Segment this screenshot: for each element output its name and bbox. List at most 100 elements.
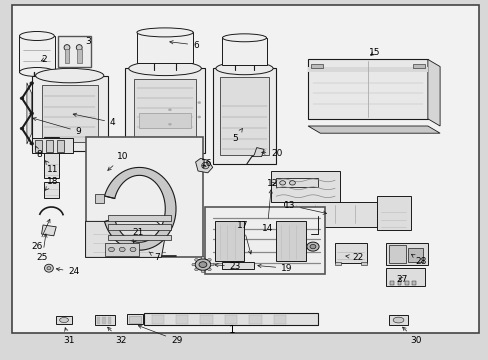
Bar (19, 36, 55, 72)
Bar (35, 140, 42, 152)
Bar (77, 49, 81, 63)
Bar (310, 64, 322, 68)
Bar (411, 281, 415, 285)
Bar (360, 262, 366, 265)
Bar (397, 281, 401, 285)
Text: 6: 6 (169, 41, 199, 50)
Text: 14: 14 (261, 190, 272, 233)
Ellipse shape (201, 270, 204, 273)
Text: 26: 26 (32, 219, 50, 251)
Ellipse shape (210, 264, 214, 266)
Ellipse shape (20, 97, 24, 100)
Text: 16: 16 (200, 159, 212, 168)
Bar (97, 317, 100, 324)
Bar (386, 268, 425, 286)
Ellipse shape (76, 45, 82, 50)
Bar (273, 315, 285, 324)
Text: 20: 20 (261, 149, 282, 158)
Bar (307, 67, 427, 72)
Bar (139, 113, 190, 128)
Ellipse shape (215, 62, 272, 75)
Bar (105, 243, 139, 256)
Text: 22: 22 (345, 253, 363, 262)
Ellipse shape (195, 259, 210, 270)
Text: 15: 15 (368, 48, 380, 57)
Text: 10: 10 (107, 152, 129, 170)
Text: 32: 32 (107, 327, 126, 345)
Bar (107, 235, 171, 240)
Text: 18: 18 (45, 177, 58, 190)
Bar (386, 243, 427, 265)
Text: 25: 25 (37, 234, 48, 262)
Bar (407, 248, 422, 262)
Text: 13: 13 (283, 201, 326, 214)
Bar (388, 315, 407, 325)
Bar (276, 221, 305, 261)
Bar (271, 171, 339, 202)
Bar (32, 138, 73, 153)
Ellipse shape (44, 264, 53, 272)
Ellipse shape (36, 68, 103, 83)
Polygon shape (251, 148, 264, 157)
Text: 27: 27 (395, 275, 407, 284)
Bar (144, 313, 317, 325)
Ellipse shape (199, 262, 206, 267)
Bar (44, 182, 59, 198)
Bar (58, 36, 91, 67)
Bar (124, 68, 205, 153)
Text: 3: 3 (85, 37, 91, 46)
Ellipse shape (201, 162, 208, 169)
Text: 24: 24 (56, 267, 80, 276)
Ellipse shape (279, 181, 285, 185)
Text: 9: 9 (33, 117, 81, 136)
Bar (222, 262, 254, 269)
Bar (46, 140, 53, 152)
Text: 23: 23 (214, 262, 241, 271)
Bar (44, 137, 59, 178)
Ellipse shape (20, 32, 54, 41)
Ellipse shape (201, 256, 204, 259)
Bar (107, 215, 171, 221)
Bar (57, 140, 63, 152)
Ellipse shape (194, 268, 198, 271)
Ellipse shape (60, 318, 68, 323)
Bar (224, 315, 237, 324)
Ellipse shape (64, 45, 70, 50)
Bar (134, 79, 195, 142)
Bar (212, 68, 276, 164)
Ellipse shape (137, 28, 193, 37)
Bar (107, 224, 171, 230)
Polygon shape (27, 83, 32, 144)
Bar (334, 243, 366, 263)
Bar (95, 315, 115, 325)
Bar (215, 221, 244, 261)
Bar (200, 315, 212, 324)
Bar (404, 281, 408, 285)
Text: 12: 12 (266, 179, 277, 188)
Bar (137, 32, 193, 63)
Text: 28: 28 (410, 254, 426, 266)
Bar (176, 315, 188, 324)
Bar (334, 262, 340, 265)
Ellipse shape (119, 247, 125, 252)
Text: 11: 11 (45, 161, 58, 174)
Bar (56, 316, 72, 324)
Ellipse shape (47, 266, 51, 270)
Bar (283, 202, 376, 227)
Ellipse shape (207, 268, 211, 271)
Ellipse shape (392, 317, 403, 323)
Bar (107, 317, 111, 324)
Ellipse shape (197, 116, 201, 118)
Bar (41, 85, 98, 142)
Polygon shape (307, 126, 439, 133)
Bar (388, 245, 405, 263)
Text: 31: 31 (63, 328, 75, 345)
Bar (412, 64, 425, 68)
Polygon shape (104, 167, 176, 250)
Bar (102, 317, 105, 324)
Ellipse shape (30, 112, 34, 115)
Bar (222, 38, 266, 65)
Bar (85, 137, 203, 257)
Bar (151, 315, 163, 324)
Ellipse shape (20, 127, 24, 130)
